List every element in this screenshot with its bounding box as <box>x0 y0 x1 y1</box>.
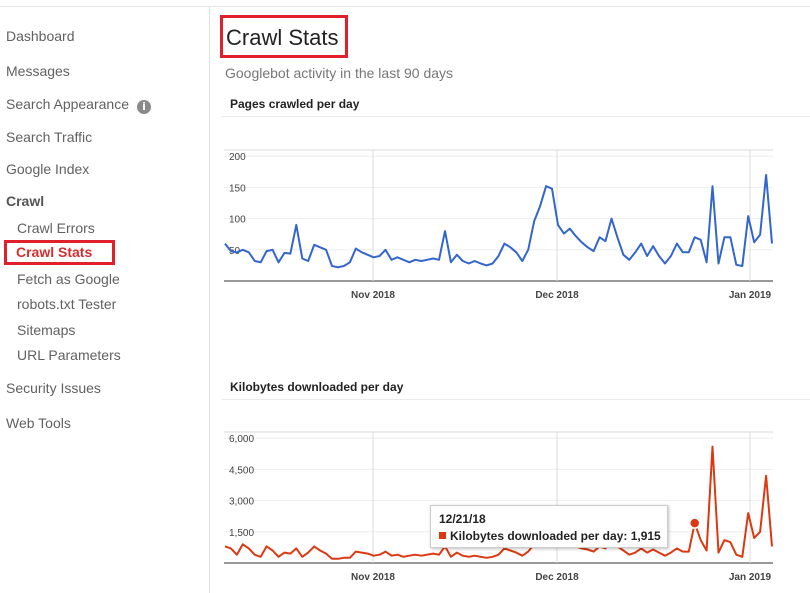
x-tick-label: Nov 2018 <box>351 290 395 301</box>
sidebar-group-crawl: Crawl <box>6 193 45 209</box>
y-tick-label: 3,000 <box>229 497 254 508</box>
sidebar-item-crawl-errors[interactable]: Crawl Errors <box>17 220 95 236</box>
chart-tooltip: 12/21/18 Kilobytes downloaded per day: 1… <box>430 505 668 548</box>
x-tick-label: Jan 2019 <box>729 290 772 301</box>
sidebar-item-search-appearance[interactable]: Search Appearance i <box>6 96 151 114</box>
page-title: Crawl Stats <box>220 15 349 58</box>
sidebar-item-search-traffic[interactable]: Search Traffic <box>6 129 93 145</box>
y-tick-label: 6,000 <box>229 434 254 445</box>
kb-chart-title: Kilobytes downloaded per day <box>230 380 404 394</box>
highlighted-point <box>688 517 701 529</box>
top-divider <box>0 6 810 7</box>
sidebar-item-web-tools[interactable]: Web Tools <box>6 415 71 431</box>
sidebar-item-robots-txt-tester[interactable]: robots.txt Tester <box>17 296 117 312</box>
y-tick-label: 150 <box>229 183 246 194</box>
y-tick-label: 100 <box>229 215 246 226</box>
y-tick-label: 1,500 <box>229 528 254 539</box>
x-tick-label: Nov 2018 <box>351 572 395 583</box>
sidebar-item-url-parameters[interactable]: URL Parameters <box>17 347 121 363</box>
series-line <box>224 174 773 269</box>
sidebar-item-sitemaps[interactable]: Sitemaps <box>17 322 76 338</box>
tooltip-value-line: Kilobytes downloaded per day: 1,915 <box>439 529 661 543</box>
sidebar-item-dashboard[interactable]: Dashboard <box>6 28 75 44</box>
sidebar-item-fetch-as-google[interactable]: Fetch as Google <box>17 271 120 287</box>
pages-chart-title: Pages crawled per day <box>230 97 360 111</box>
x-tick-label: Jan 2019 <box>729 572 772 583</box>
section-divider <box>222 399 810 400</box>
x-tick-label: Dec 2018 <box>535 572 579 583</box>
y-tick-label: 200 <box>229 152 246 163</box>
page-subtitle: Googlebot activity in the last 90 days <box>225 65 454 81</box>
tooltip-value: Kilobytes downloaded per day: 1,915 <box>450 529 661 543</box>
sidebar-nav: Dashboard Messages Search Appearance i Se… <box>0 7 210 593</box>
tooltip-date: 12/21/18 <box>439 512 486 526</box>
y-tick-label: 4,500 <box>229 465 254 476</box>
info-icon[interactable]: i <box>136 100 151 114</box>
sidebar-item-messages[interactable]: Messages <box>6 63 70 79</box>
sidebar-item-google-index[interactable]: Google Index <box>6 161 90 177</box>
y-tick-label: 50 <box>229 246 241 257</box>
sidebar-item-security-issues[interactable]: Security Issues <box>6 380 101 396</box>
sidebar-item-crawl-stats[interactable]: Crawl Stats <box>4 240 116 265</box>
x-tick-label: Dec 2018 <box>535 290 579 301</box>
sidebar-item-label: Search Appearance <box>6 96 129 112</box>
series-swatch <box>439 532 446 539</box>
section-divider <box>222 116 810 117</box>
